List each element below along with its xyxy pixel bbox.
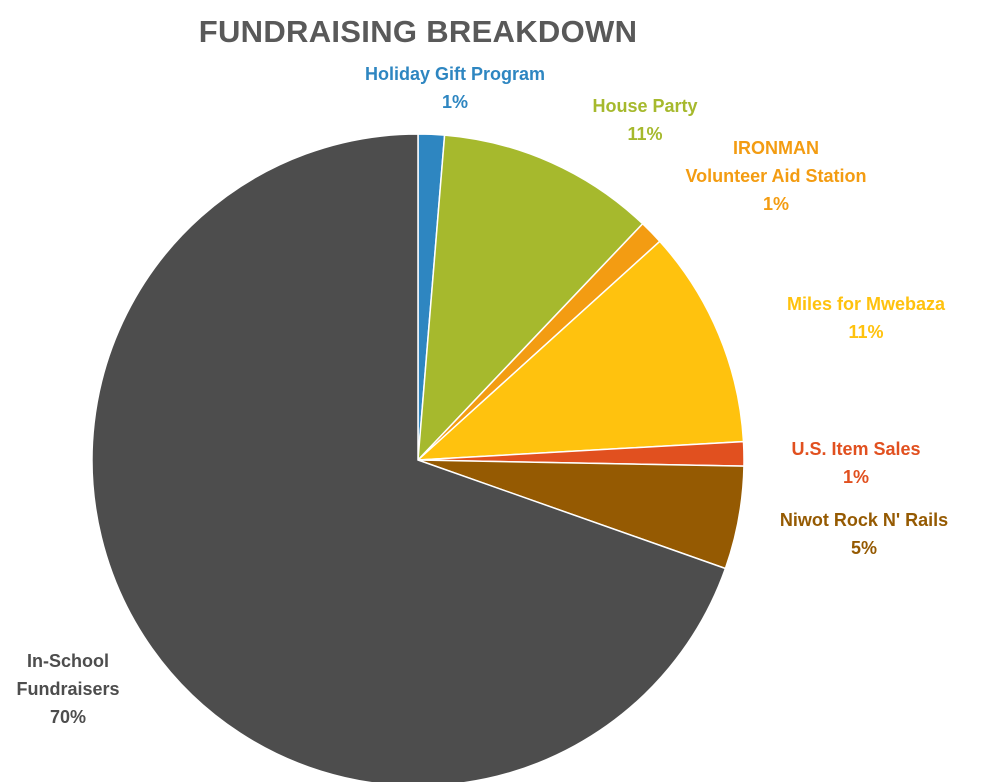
slice-name: Miles for Mwebaza bbox=[787, 294, 946, 314]
slice-percent: 11% bbox=[848, 322, 883, 342]
slice-name: Fundraisers bbox=[16, 679, 119, 699]
slice-name: U.S. Item Sales bbox=[791, 439, 920, 459]
slice-label: Miles for Mwebaza 11% bbox=[787, 294, 946, 342]
slice-name: Volunteer Aid Station bbox=[685, 166, 866, 186]
pie-slice bbox=[417, 134, 644, 463]
slice-percent: 1% bbox=[442, 92, 468, 112]
slice-name: Niwot Rock N' Rails bbox=[780, 510, 948, 530]
slice-name: In-School bbox=[27, 651, 109, 671]
slice-name: House Party bbox=[592, 96, 697, 116]
slice-name: Holiday Gift Program bbox=[365, 64, 545, 84]
slice-label: Holiday Gift Program 1% bbox=[365, 64, 545, 112]
slice-label: Niwot Rock N' Rails 5% bbox=[780, 510, 948, 558]
slice-percent: 1% bbox=[843, 467, 869, 487]
chart-title: FUNDRAISING BREAKDOWN bbox=[198, 14, 638, 49]
slice-label: House Party 11% bbox=[592, 96, 697, 144]
slice-labels: Holiday Gift Program 1% House Party 11% IRON… bbox=[16, 64, 948, 727]
pie-slice bbox=[91, 133, 727, 782]
slice-percent: 1% bbox=[763, 194, 789, 214]
slice-label: In-School Fundraisers 70% bbox=[16, 651, 119, 727]
slice-percent: 11% bbox=[627, 124, 662, 144]
slice-percent: 70% bbox=[50, 707, 86, 727]
slice-label: U.S. Item Sales 1% bbox=[791, 439, 920, 487]
slice-name: IRONMAN bbox=[733, 138, 819, 158]
slice-percent: 5% bbox=[851, 538, 877, 558]
pie-slices bbox=[91, 133, 745, 782]
slice-label: IRONMAN Volunteer Aid Station 1% bbox=[685, 138, 866, 214]
pie-slice bbox=[415, 240, 745, 461]
